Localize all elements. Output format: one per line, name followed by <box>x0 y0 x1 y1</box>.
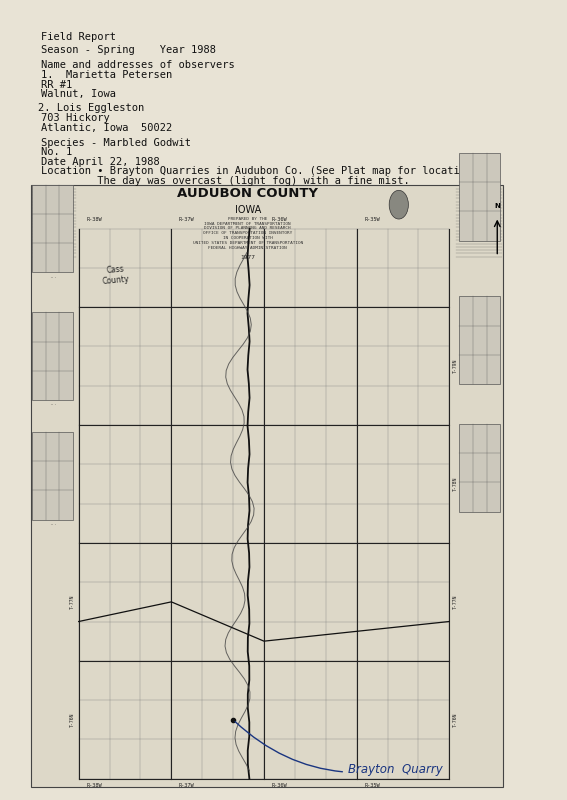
Text: RR #1: RR #1 <box>41 79 73 90</box>
Text: Walnut, Iowa: Walnut, Iowa <box>41 89 116 99</box>
Bar <box>32 312 73 400</box>
Text: 703 Hickory: 703 Hickory <box>41 113 110 123</box>
Text: T-76N: T-76N <box>452 713 458 727</box>
Bar <box>32 185 73 273</box>
Text: ...: ... <box>49 522 56 526</box>
Text: No. 1: No. 1 <box>41 147 73 158</box>
Text: T-76N: T-76N <box>69 713 74 727</box>
Text: The day was overcast (light fog) with a fine mist.: The day was overcast (light fog) with a … <box>41 176 410 186</box>
Text: T-79N: T-79N <box>452 359 458 374</box>
Text: T-77N: T-77N <box>452 594 458 609</box>
Text: Cass
County: Cass County <box>101 265 130 286</box>
Text: T-78N: T-78N <box>452 477 458 491</box>
Text: R-35W: R-35W <box>364 218 380 222</box>
Text: R-37W: R-37W <box>179 783 194 789</box>
Text: Date April 22, 1988: Date April 22, 1988 <box>41 157 160 167</box>
Text: Name and addresses of observers: Name and addresses of observers <box>41 60 235 70</box>
Text: T-79N: T-79N <box>69 359 74 374</box>
Text: Location • Brayton Quarries in Audubon Co. (See Plat map for location): Location • Brayton Quarries in Audubon C… <box>41 166 479 177</box>
Text: Field Report: Field Report <box>41 32 116 42</box>
Text: T-77N: T-77N <box>69 594 74 609</box>
Bar <box>32 432 73 519</box>
Circle shape <box>389 190 408 219</box>
Text: R-38W: R-38W <box>86 783 102 789</box>
Text: 1.  Marietta Petersen: 1. Marietta Petersen <box>41 70 172 80</box>
Text: T-78N: T-78N <box>69 477 74 491</box>
Bar <box>459 153 501 241</box>
Text: R-36W: R-36W <box>272 783 287 789</box>
Text: ...: ... <box>49 275 56 279</box>
Text: Brayton  Quarry: Brayton Quarry <box>235 722 443 776</box>
Text: N: N <box>494 202 500 209</box>
Bar <box>459 424 501 512</box>
Text: R-36W: R-36W <box>272 218 287 222</box>
Text: PREPARED BY THE
IOWA DEPARTMENT OF TRANSPORTATION
DIVISION OF PLANNING AND RESEA: PREPARED BY THE IOWA DEPARTMENT OF TRANS… <box>193 217 303 250</box>
Text: Season - Spring    Year 1988: Season - Spring Year 1988 <box>41 46 217 55</box>
Text: IOWA: IOWA <box>235 205 261 214</box>
Text: Atlantic, Iowa  50022: Atlantic, Iowa 50022 <box>41 122 172 133</box>
Text: AUDUBON COUNTY: AUDUBON COUNTY <box>177 187 318 200</box>
Text: 1977: 1977 <box>240 255 255 260</box>
Text: Species - Marbled Godwit: Species - Marbled Godwit <box>41 138 192 148</box>
Text: R-35W: R-35W <box>364 783 380 789</box>
Text: R-38W: R-38W <box>86 218 102 222</box>
Bar <box>459 296 501 384</box>
Text: ...: ... <box>49 402 56 406</box>
Text: R-37W: R-37W <box>179 218 194 222</box>
Bar <box>31 185 502 786</box>
Text: 2. Lois Eggleston: 2. Lois Eggleston <box>37 103 144 114</box>
